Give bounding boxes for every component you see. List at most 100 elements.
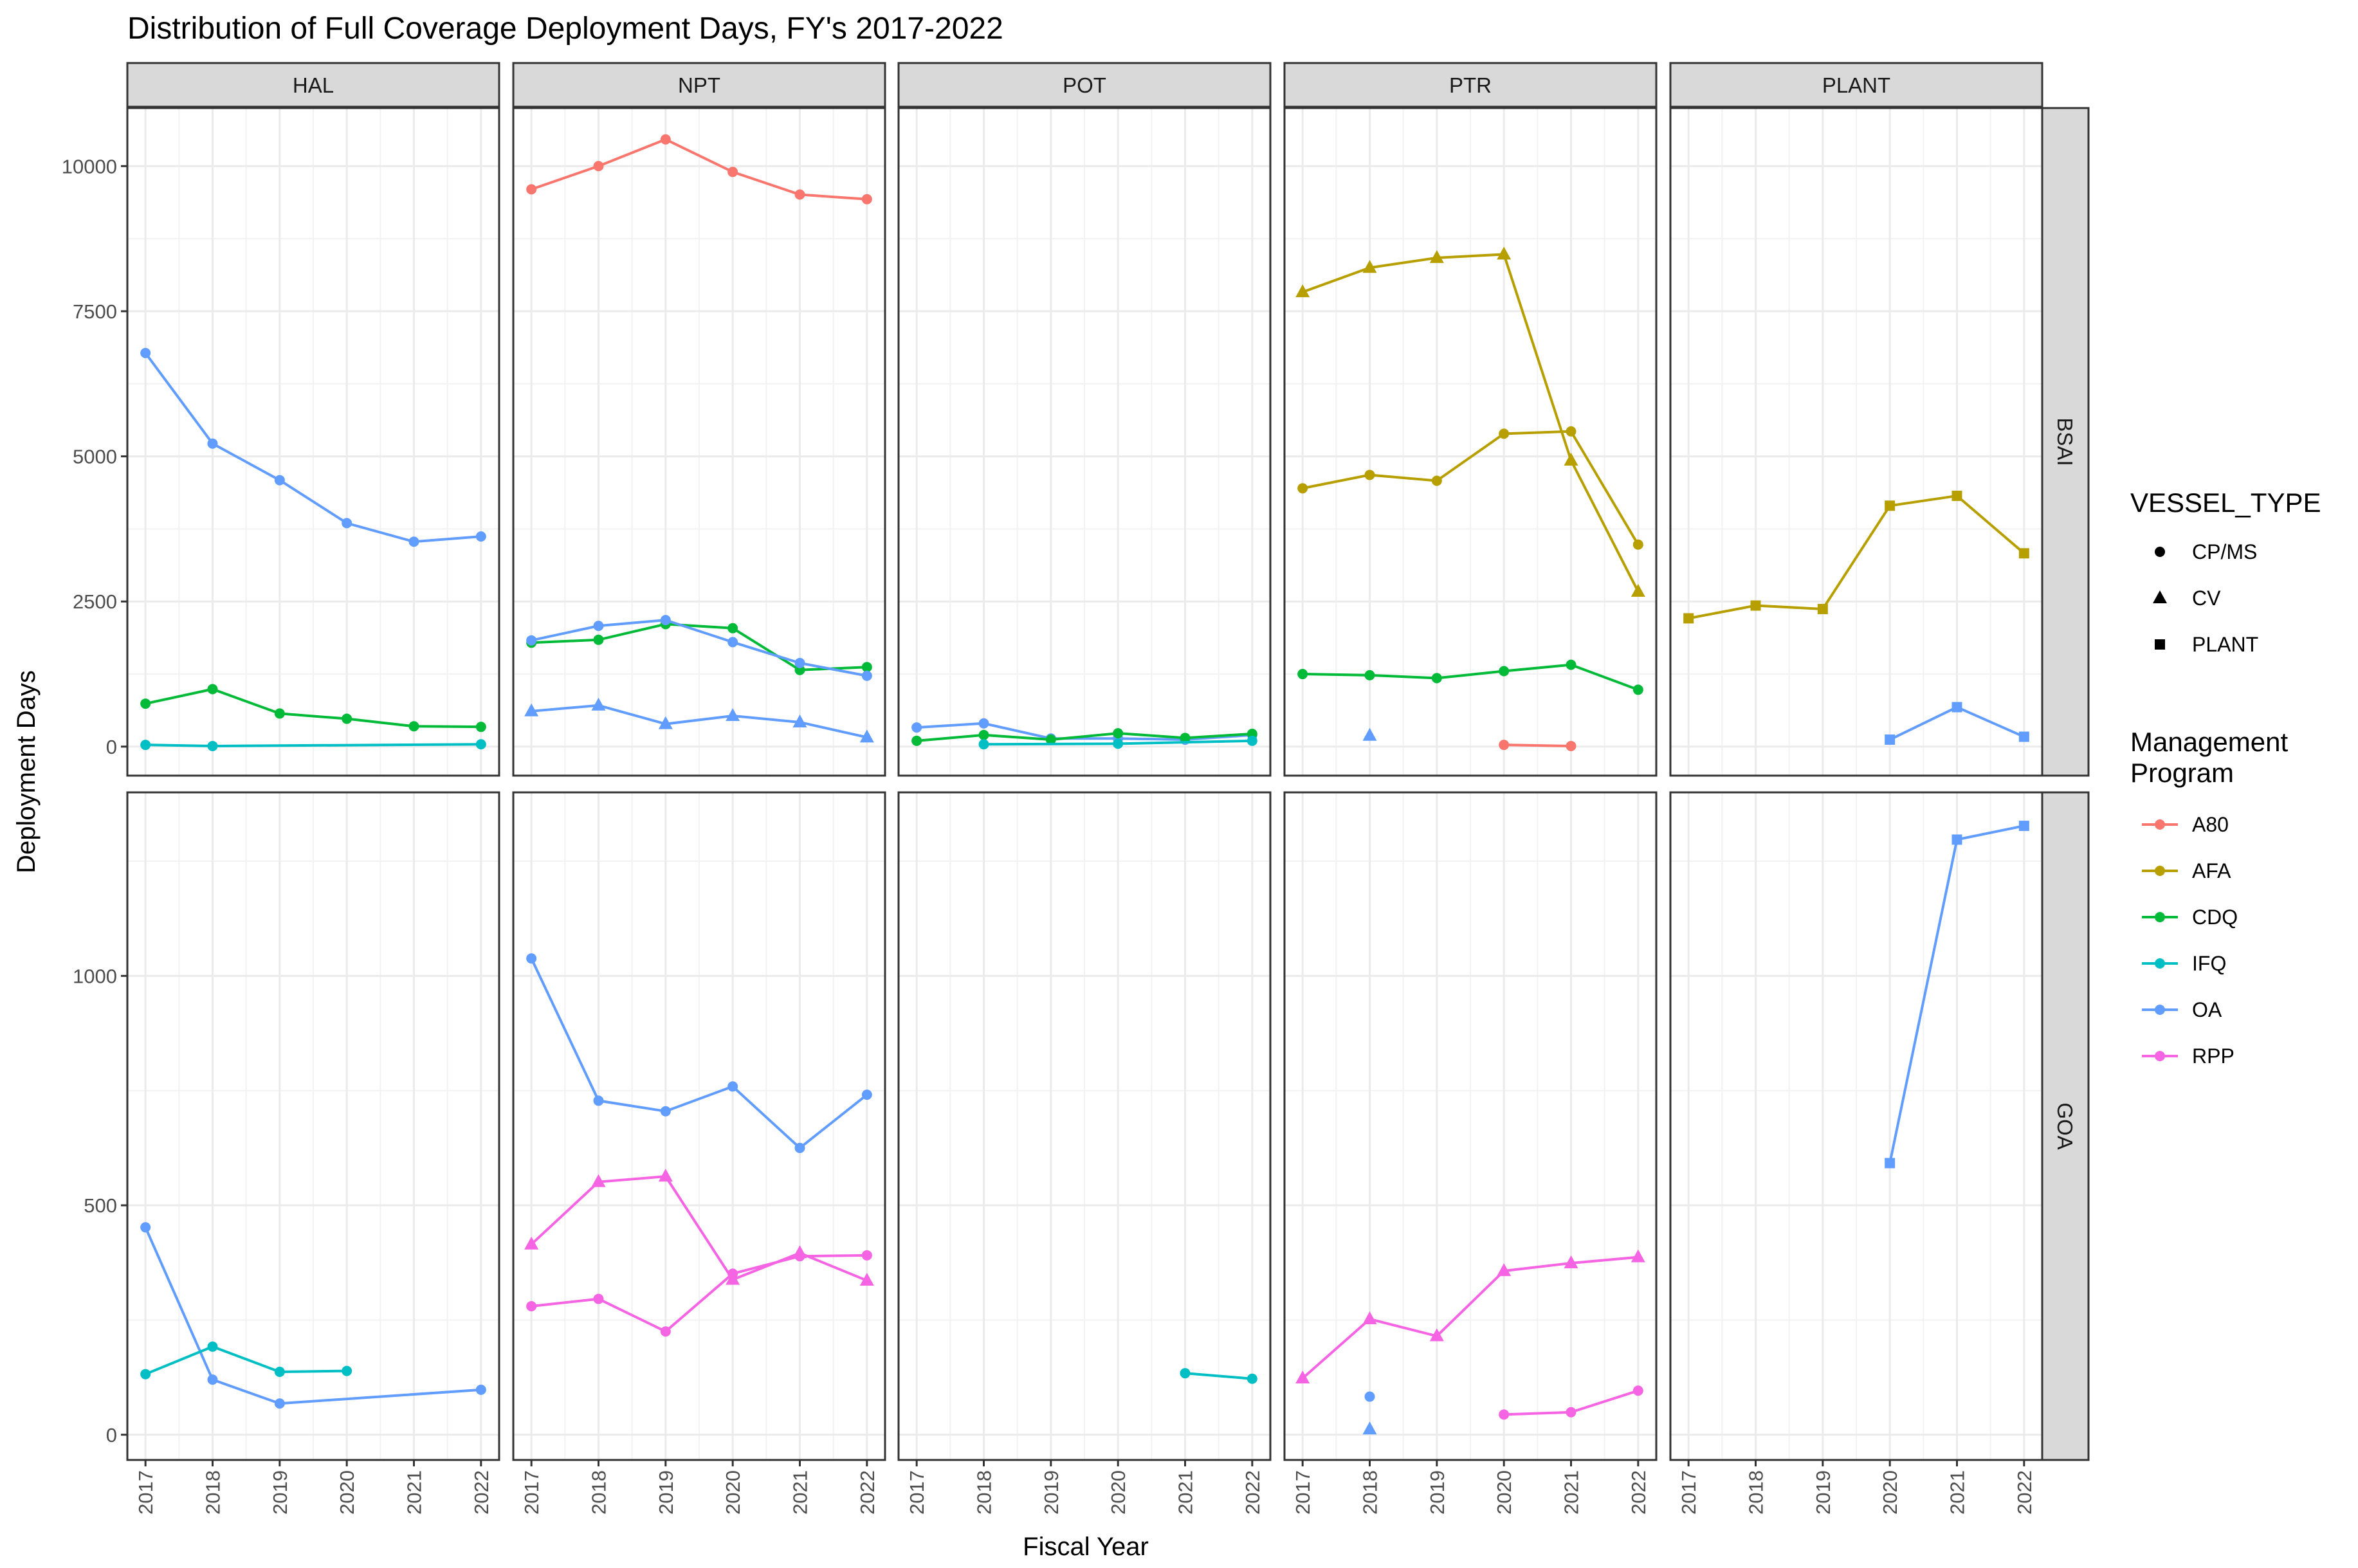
data-point [274, 1367, 285, 1378]
legend-label: CDQ [2192, 906, 2238, 929]
data-point [727, 1268, 738, 1279]
series-cdq-cpms [911, 728, 1257, 746]
series-rpp-cpms [1499, 1385, 1643, 1420]
data-point [140, 347, 151, 358]
data-point [1885, 500, 1896, 511]
data-point [658, 716, 673, 729]
data-point [408, 536, 419, 547]
facet-panel-bsai-plant: PLANT [1669, 62, 2043, 777]
data-point [1247, 1373, 1257, 1384]
facet-strip-column [897, 62, 1272, 108]
data-point [1362, 260, 1377, 273]
data-point [658, 1169, 673, 1182]
data-point [1499, 428, 1510, 439]
data-point [591, 697, 606, 711]
x-tick-label: 2017 [906, 1470, 928, 1515]
data-point [794, 189, 805, 200]
data-point [475, 739, 486, 750]
data-point [1566, 659, 1577, 670]
data-point [727, 637, 738, 648]
data-point [1431, 673, 1442, 684]
data-point [911, 735, 922, 746]
series-oa-cv [1362, 727, 1377, 741]
data-point [1885, 734, 1896, 745]
facet-strip-row [2041, 107, 2090, 777]
x-tick-label: 2017 [1292, 1470, 1314, 1515]
data-point [1297, 669, 1308, 680]
facet-strip-label: POT [1063, 73, 1106, 97]
data-point [1566, 740, 1577, 751]
series-rpp-cpms [526, 1250, 872, 1337]
data-point [727, 167, 738, 178]
facet-panel-bsai-ptr: PTR [1283, 62, 1658, 777]
series-ifq-cpms [140, 739, 486, 751]
facet-strip-label: HAL [293, 73, 334, 97]
data-point [207, 684, 218, 695]
series-line [145, 1345, 347, 1376]
y-tick-label: 1000 [73, 965, 117, 987]
legend-key-circle [2155, 547, 2165, 557]
legend-title-management-program: Program [2130, 758, 2234, 788]
data-point [1951, 702, 1962, 713]
facet-panel-goa-ptr: 2017 2018 2019 2020 2021 2022 [1283, 791, 1658, 1515]
data-point [660, 134, 671, 145]
series-line [916, 732, 1252, 742]
data-point [1362, 1311, 1377, 1324]
y-tick-label: 0 [106, 1424, 117, 1446]
data-point [1499, 1409, 1510, 1420]
series-line [531, 623, 867, 671]
data-point [1113, 738, 1124, 749]
data-point [1364, 1391, 1375, 1402]
x-tick-label: 2017 [520, 1470, 543, 1515]
legend-label: OA [2192, 998, 2222, 1021]
series-oa-plant [1885, 821, 2029, 1169]
data-point [140, 1369, 151, 1380]
data-point [524, 1236, 539, 1250]
y-axis-title: Deployment Days [12, 670, 41, 873]
data-point [475, 531, 486, 542]
data-point [274, 708, 285, 719]
data-point [1564, 452, 1578, 466]
data-point [1631, 583, 1645, 597]
data-point [861, 1089, 872, 1100]
data-point [1180, 1368, 1191, 1379]
data-point [1247, 735, 1257, 746]
legend-key-point [2155, 1051, 2165, 1061]
x-tick-label: 2021 [403, 1470, 425, 1515]
x-axis-title: Fiscal Year [1023, 1533, 1149, 1561]
data-point [978, 739, 989, 750]
data-point [593, 634, 604, 645]
data-point [1499, 740, 1510, 751]
series-line [1302, 253, 1640, 592]
data-point [1497, 246, 1512, 260]
x-tick-label: 2018 [973, 1470, 996, 1515]
series-line [145, 688, 481, 729]
panel-border [897, 791, 1272, 1461]
x-tick-label: 2019 [1812, 1470, 1834, 1515]
panel-border [126, 791, 500, 1461]
data-point [1364, 670, 1375, 680]
x-tick-label: 2017 [1677, 1470, 1700, 1515]
data-point [526, 184, 537, 195]
series-a80-cpms [526, 134, 872, 205]
facet-strip-row [2041, 791, 2090, 1461]
data-point [978, 729, 989, 740]
data-point [1499, 666, 1510, 677]
y-tick-label: 2500 [73, 590, 117, 613]
series-line [145, 743, 481, 747]
x-tick-label: 2020 [1879, 1470, 1901, 1515]
series-line [917, 722, 1252, 742]
data-point [794, 1142, 805, 1153]
facet-panel-goa-npt: 2017 2018 2019 2020 2021 2022 [512, 791, 886, 1515]
series-line [1301, 1255, 1639, 1380]
series-oa-cv [524, 697, 874, 743]
y-tick-label: 7500 [73, 300, 117, 323]
data-point [861, 1250, 872, 1261]
data-point [1045, 734, 1056, 745]
facet-strip-column [1283, 62, 1658, 108]
data-point [660, 615, 671, 626]
data-point [1632, 684, 1643, 695]
legend-label: CP/MS [2192, 540, 2257, 563]
